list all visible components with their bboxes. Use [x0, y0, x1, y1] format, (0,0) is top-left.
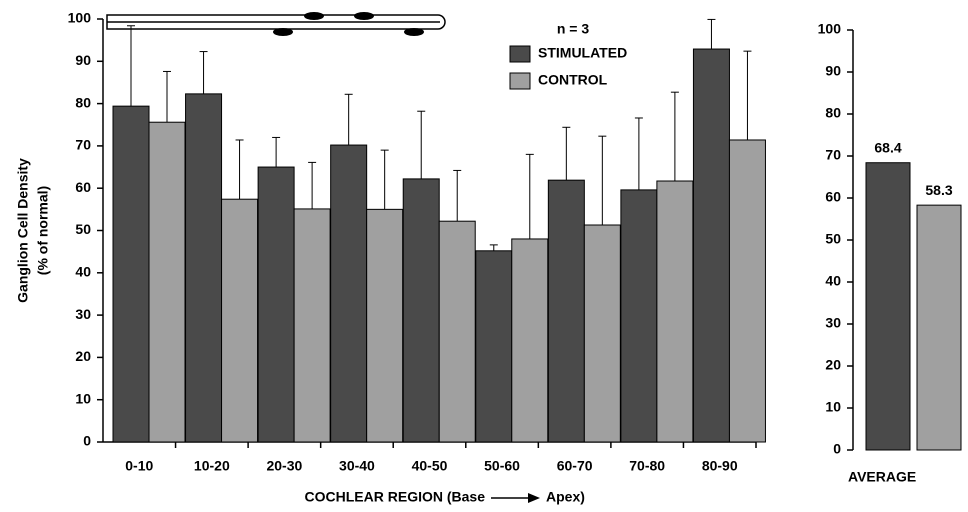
- error-bar: [127, 25, 135, 107]
- error-bar: [562, 126, 571, 181]
- bar: [547, 179, 585, 443]
- error-bar: [634, 117, 643, 190]
- legend-swatch: [509, 72, 531, 90]
- x-tick-label: 10-20: [194, 458, 230, 474]
- y-tick-label: 50: [825, 231, 841, 247]
- error-bar: [235, 139, 244, 200]
- bar: [330, 144, 368, 443]
- y-tick-label: 70: [75, 137, 91, 153]
- error-bar: [670, 91, 679, 182]
- legend-swatch: [509, 45, 531, 63]
- y-tick-label: 80: [825, 105, 841, 121]
- error-bar: [272, 136, 281, 168]
- bar: [620, 189, 658, 443]
- x-tick-label: 80-90: [702, 458, 738, 474]
- x-label-arrowhead: [528, 493, 540, 503]
- error-bar: [308, 161, 317, 209]
- x-tick-label: 50-60: [484, 458, 520, 474]
- y-tick-label: 30: [825, 315, 841, 331]
- x-tick-label: AVERAGE: [848, 469, 916, 485]
- bar: [475, 250, 513, 443]
- x-tick-label: 60-70: [557, 458, 593, 474]
- y-tick-label: 90: [825, 63, 841, 79]
- bar: [438, 220, 476, 443]
- error-bar: [525, 153, 534, 239]
- y-tick-label: 60: [825, 189, 841, 205]
- y-tick-label: 20: [75, 348, 91, 364]
- y-axis-label: Ganglion Cell Density: [15, 158, 31, 303]
- legend-label: STIMULATED: [538, 45, 627, 61]
- error-bar: [707, 18, 716, 50]
- x-axis-label: Apex): [546, 489, 585, 505]
- error-bar: [453, 169, 462, 222]
- legend-label: CONTROL: [538, 72, 608, 88]
- error-bar: [417, 110, 426, 179]
- annotation: n = 3: [557, 21, 590, 37]
- error-bar: [743, 50, 752, 140]
- x-tick-label: 40-50: [412, 458, 448, 474]
- y-tick-label: 10: [75, 390, 91, 406]
- x-tick-label: 70-80: [629, 458, 665, 474]
- y-tick-label: 40: [75, 264, 91, 280]
- y-tick-label: 0: [83, 433, 91, 449]
- bar: [257, 166, 295, 443]
- bar: [293, 208, 331, 443]
- error-bar: [199, 51, 208, 94]
- error-bar: [380, 149, 389, 210]
- error-bar: [163, 70, 171, 123]
- y-tick-label: 100: [68, 10, 92, 26]
- x-tick-label: 30-40: [339, 458, 375, 474]
- bar: [865, 162, 911, 451]
- y-tick-label: 40: [825, 273, 841, 289]
- y-tick-label: 60: [75, 179, 91, 195]
- bar: [185, 93, 223, 443]
- bar: [583, 224, 621, 443]
- x-tick-label: 0-10: [125, 458, 153, 474]
- bar: [112, 105, 150, 443]
- y-tick-label: 50: [75, 221, 91, 237]
- cochlea-illustration: [106, 12, 446, 36]
- bar: [728, 139, 766, 443]
- error-bar: [344, 93, 353, 146]
- x-tick-label: 20-30: [266, 458, 302, 474]
- y-tick-label: 100: [818, 21, 842, 37]
- y-tick-label: 90: [75, 52, 91, 68]
- error-bar: [598, 135, 607, 226]
- x-axis-label: COCHLEAR REGION (Base: [305, 489, 486, 505]
- y-tick-label: 10: [825, 399, 841, 415]
- bar: [148, 121, 186, 443]
- error-bar: [489, 244, 498, 251]
- y-tick-label: 0: [833, 441, 841, 457]
- bar: [916, 204, 962, 451]
- value-label: 58.3: [925, 182, 952, 198]
- y-tick-label: 20: [825, 357, 841, 373]
- bar: [402, 178, 440, 443]
- y-tick-label: 70: [825, 147, 841, 163]
- bar: [221, 198, 259, 443]
- bar: [366, 208, 404, 443]
- value-label: 68.4: [874, 139, 901, 155]
- bar: [511, 238, 549, 443]
- y-axis-label: (% of normal): [35, 186, 51, 275]
- bar: [656, 180, 694, 443]
- y-tick-label: 30: [75, 306, 91, 322]
- y-tick-label: 80: [75, 94, 91, 110]
- bar: [692, 48, 730, 443]
